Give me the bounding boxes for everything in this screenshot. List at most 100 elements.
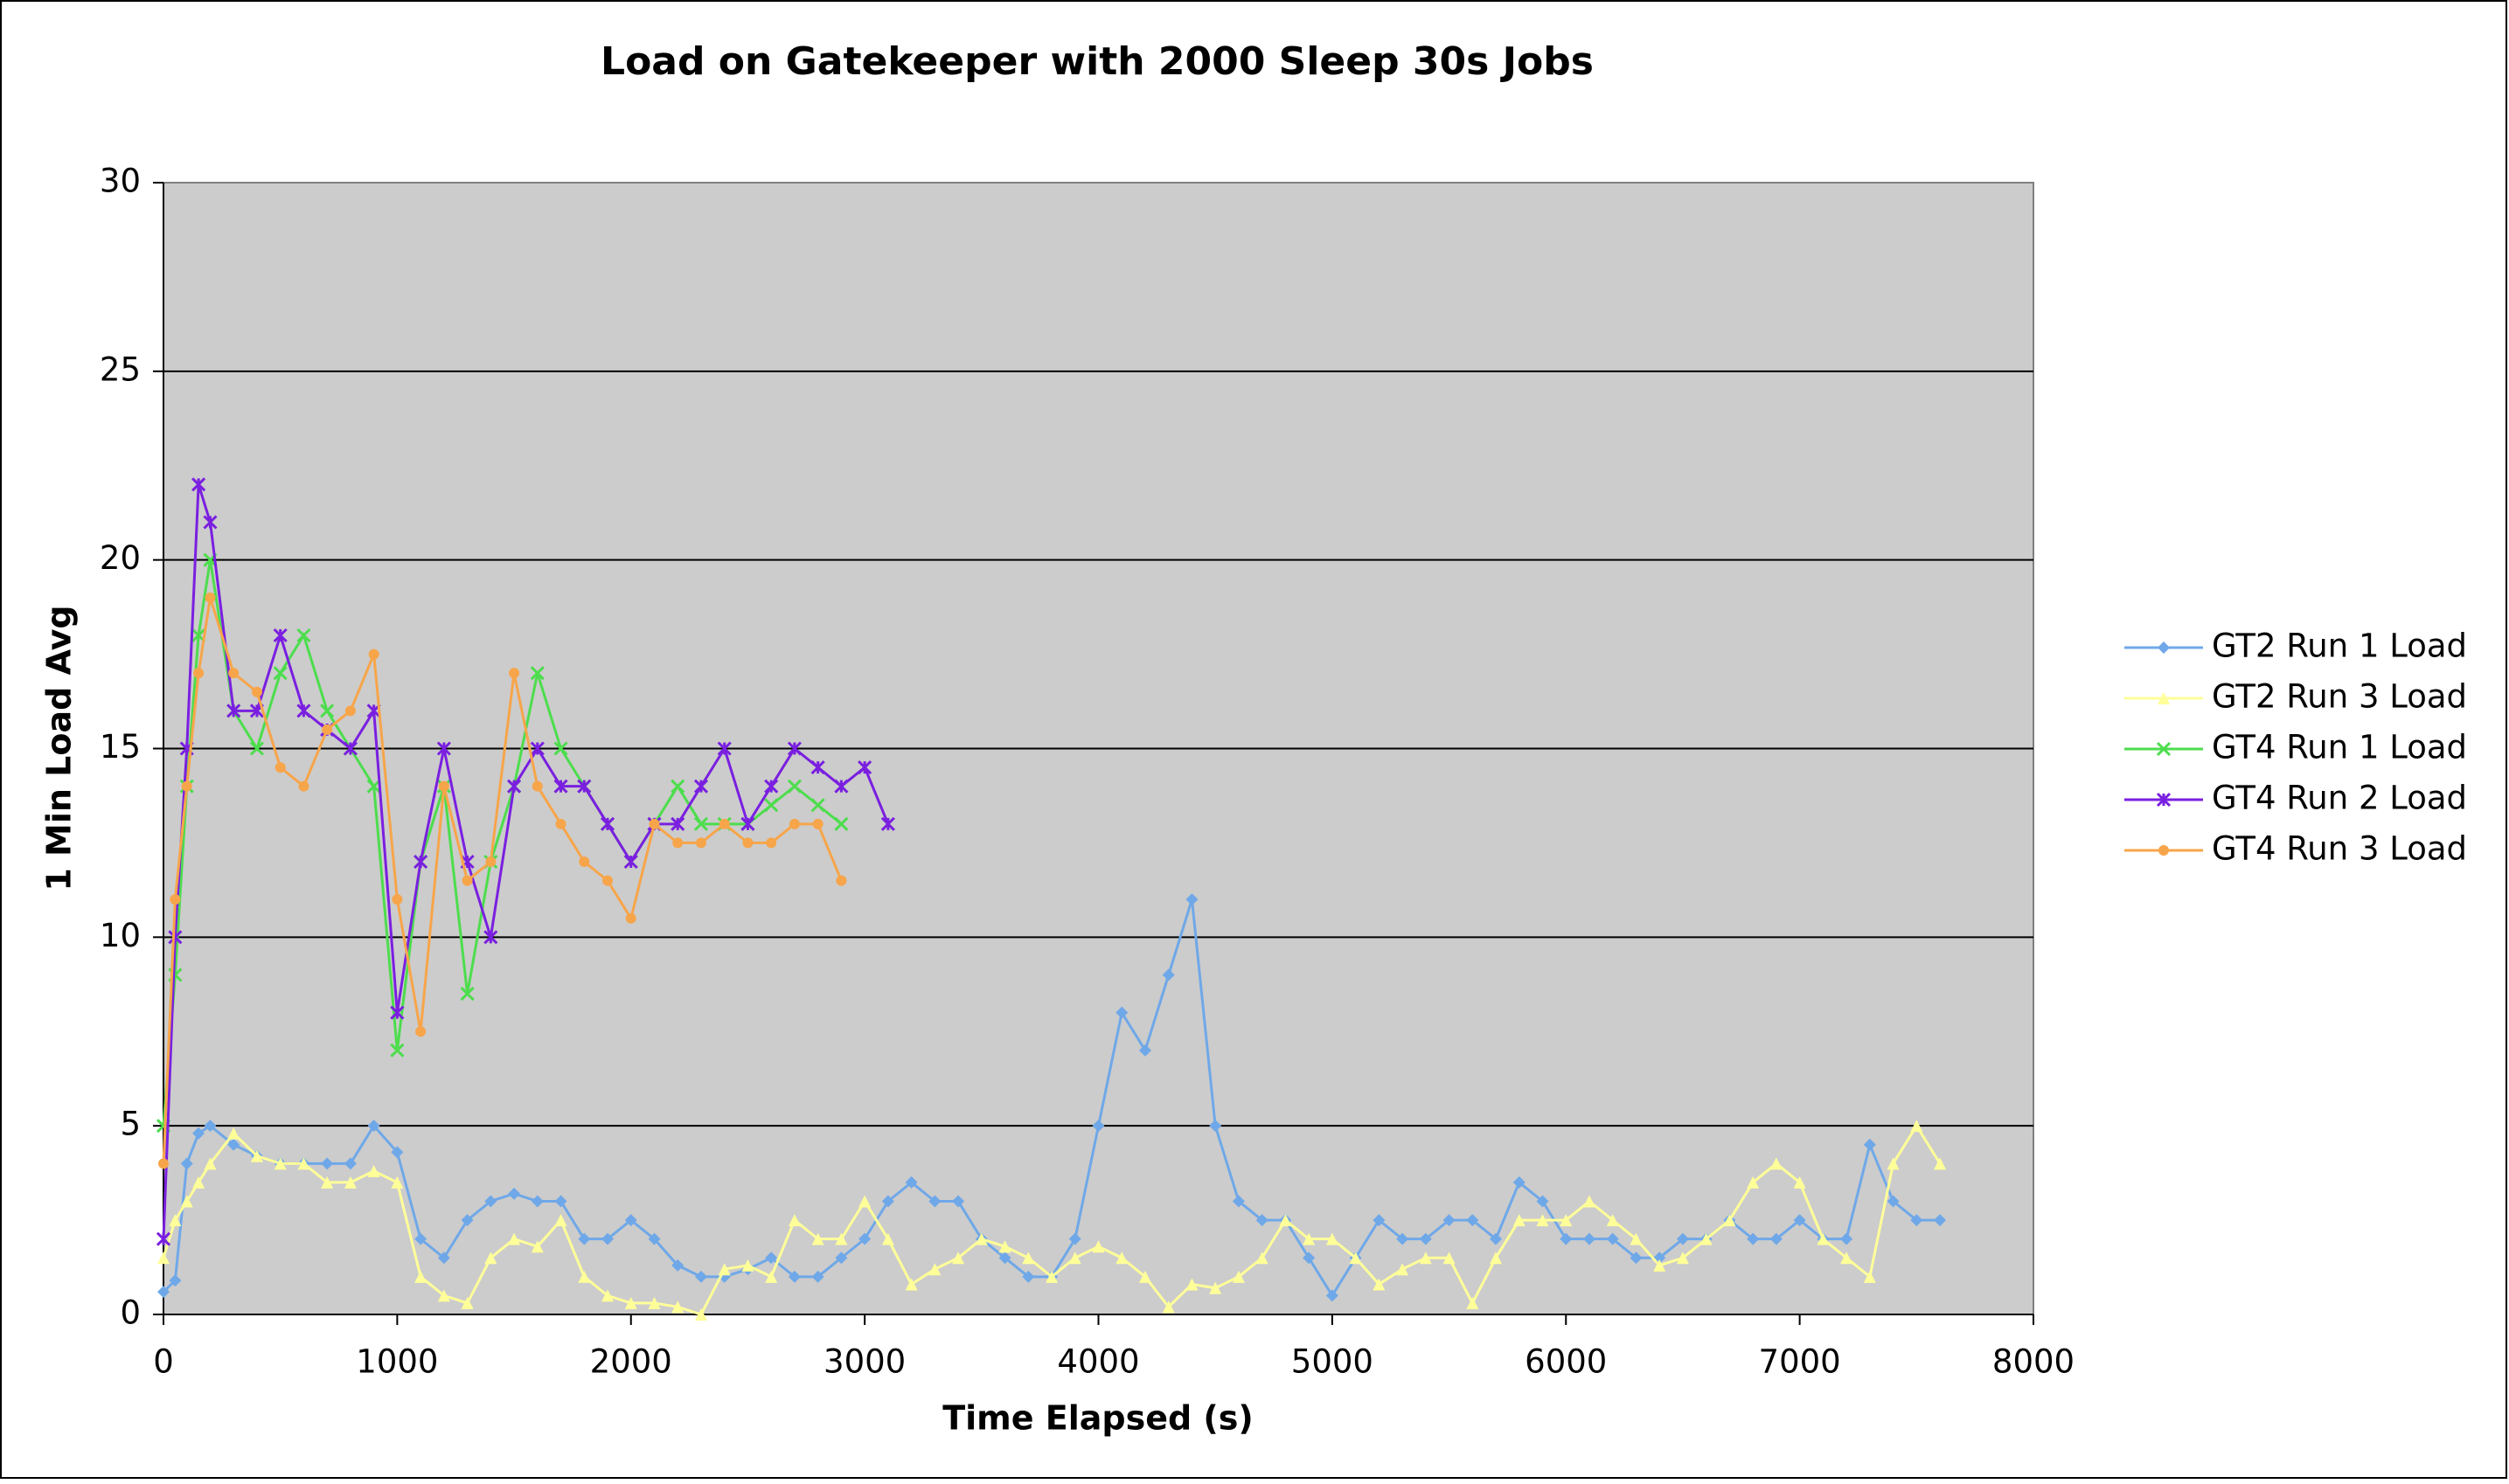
marker <box>1349 1252 1362 1265</box>
marker <box>1490 1252 1503 1265</box>
marker <box>437 1289 450 1302</box>
x-axis-title: Time Elapsed (s) <box>942 1399 1254 1438</box>
marker <box>648 1297 661 1310</box>
marker <box>530 666 545 681</box>
marker <box>1279 1214 1292 1227</box>
marker <box>1255 1252 1268 1265</box>
marker <box>975 1232 988 1245</box>
marker <box>1022 1252 1035 1265</box>
marker <box>205 592 216 603</box>
series-line <box>162 483 890 1239</box>
marker <box>719 818 730 829</box>
marker <box>1162 1300 1175 1314</box>
y-tick-label: 5 <box>120 1106 141 1143</box>
marker <box>1115 1006 1129 1019</box>
marker <box>835 1232 848 1245</box>
marker <box>578 1270 591 1283</box>
legend-label: GT4 Run 3 Load <box>2212 830 2467 868</box>
marker <box>532 780 543 792</box>
marker <box>169 1274 182 1287</box>
marker <box>1863 1270 1876 1283</box>
marker <box>168 930 183 945</box>
marker <box>649 818 660 829</box>
marker <box>1910 1120 1923 1133</box>
marker <box>438 780 449 792</box>
marker <box>274 1157 287 1170</box>
marker <box>1092 1240 1105 1253</box>
marker <box>461 1297 474 1310</box>
marker <box>601 1289 615 1302</box>
marker <box>1582 1232 1595 1245</box>
marker <box>1255 1214 1268 1227</box>
marker <box>672 837 684 849</box>
marker <box>367 1120 380 1133</box>
y-tick-label: 20 <box>100 539 141 577</box>
marker <box>952 1252 965 1265</box>
marker <box>227 1138 240 1151</box>
marker <box>740 816 755 831</box>
marker <box>1747 1232 1760 1245</box>
marker <box>1138 1044 1151 1057</box>
marker <box>998 1240 1011 1253</box>
marker <box>437 1252 450 1265</box>
marker <box>1653 1259 1666 1272</box>
marker <box>671 779 685 794</box>
marker <box>1092 1120 1105 1133</box>
marker <box>1769 1232 1783 1245</box>
y-tick-label: 10 <box>100 917 141 954</box>
marker <box>1022 1270 1035 1283</box>
marker <box>1512 1175 1526 1189</box>
marker <box>858 1195 872 1208</box>
marker <box>553 779 568 794</box>
marker <box>928 1263 942 1276</box>
marker <box>788 1270 801 1283</box>
chart-title: Load on Gatekeeper with 2000 Sleep 30s J… <box>601 39 1594 84</box>
marker <box>905 1175 918 1189</box>
marker <box>1232 1270 1245 1283</box>
marker <box>344 1157 357 1170</box>
marker <box>484 1252 497 1265</box>
marker <box>483 930 498 945</box>
marker <box>2158 845 2169 856</box>
marker <box>157 1286 170 1299</box>
marker <box>344 1175 357 1189</box>
marker <box>671 1259 685 1272</box>
x-tick-label: 0 <box>153 1343 174 1381</box>
marker <box>1934 1157 1947 1170</box>
marker <box>1185 1278 1199 1291</box>
marker <box>577 779 592 794</box>
marker <box>192 1127 205 1140</box>
marker <box>273 628 288 643</box>
marker <box>193 668 205 679</box>
marker <box>204 1120 217 1133</box>
marker <box>1396 1263 1409 1276</box>
marker <box>1747 1175 1760 1189</box>
marker <box>1630 1252 1643 1265</box>
marker <box>1325 1232 1338 1245</box>
marker <box>192 1175 205 1189</box>
marker <box>579 856 590 867</box>
marker <box>1676 1232 1689 1245</box>
marker <box>1232 1195 1245 1208</box>
marker <box>765 1270 778 1283</box>
marker <box>811 1232 824 1245</box>
marker <box>296 704 311 718</box>
marker <box>1466 1214 1479 1227</box>
marker <box>764 779 779 794</box>
marker <box>250 1149 263 1162</box>
x-tick-label: 4000 <box>1057 1343 1139 1381</box>
marker <box>320 704 335 718</box>
marker <box>880 816 895 831</box>
marker <box>531 1240 544 1253</box>
marker <box>836 875 847 886</box>
marker <box>1419 1232 1432 1245</box>
marker <box>157 1252 170 1265</box>
legend-label: GT2 Run 1 Load <box>2212 628 2467 665</box>
marker <box>1934 1214 1947 1227</box>
marker <box>623 854 638 870</box>
x-tick-label: 7000 <box>1759 1343 1841 1381</box>
marker <box>180 1157 193 1170</box>
marker <box>1560 1214 1573 1227</box>
x-tick-label: 2000 <box>590 1343 672 1381</box>
marker <box>392 894 403 905</box>
